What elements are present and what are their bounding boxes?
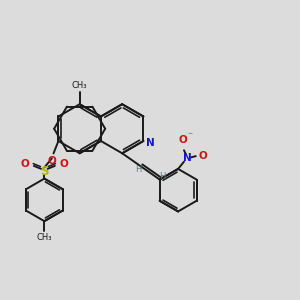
Text: H: H [159, 172, 165, 181]
Text: ⁻: ⁻ [187, 131, 192, 141]
Text: H: H [135, 165, 142, 174]
Text: O: O [199, 151, 208, 161]
Text: O: O [21, 159, 30, 169]
Text: S: S [40, 165, 49, 178]
Text: O: O [179, 135, 188, 146]
Text: CH₃: CH₃ [37, 232, 52, 242]
Text: O: O [47, 156, 56, 166]
Text: N: N [183, 153, 192, 164]
Text: O: O [59, 159, 68, 169]
Text: CH₃: CH₃ [72, 81, 87, 90]
Text: N: N [146, 138, 154, 148]
